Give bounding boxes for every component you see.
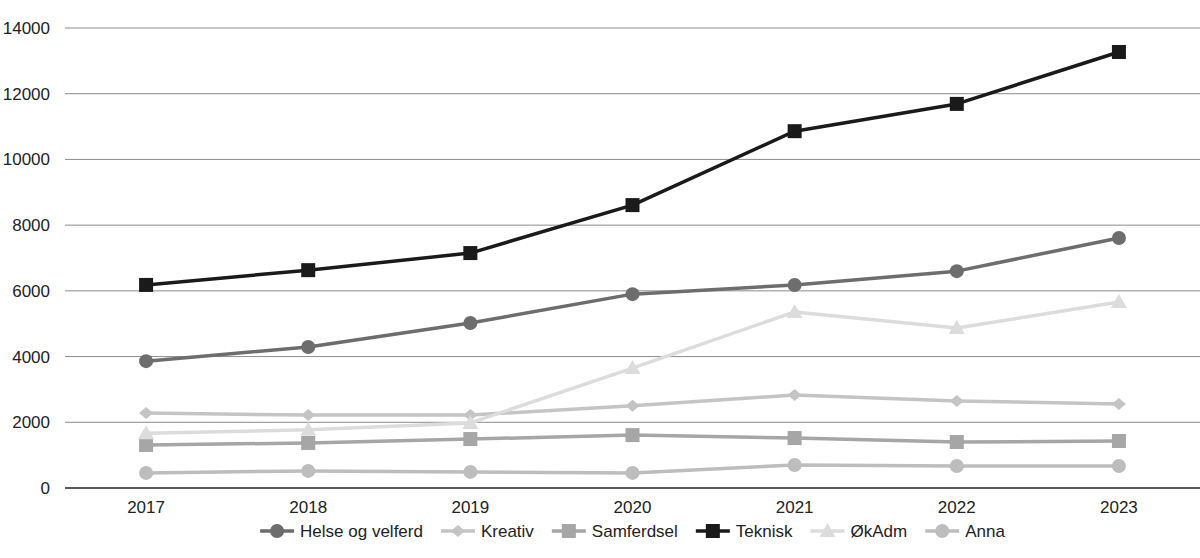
x-tick-label: 2018 [289, 498, 327, 517]
x-tick-label: 2021 [776, 498, 814, 517]
data-point [138, 425, 154, 439]
legend: Helse og velferd Kreativ Samferdsel Teknisk… [260, 522, 1005, 541]
legend-label: Helse og velferd [300, 522, 423, 541]
data-point [139, 354, 153, 368]
grid-line [65, 487, 1200, 489]
legend-item: Kreativ [441, 522, 534, 541]
legend-marker [820, 523, 836, 537]
data-point [625, 360, 641, 374]
plot-area [138, 45, 1127, 480]
y-tick-label: 8000 [12, 216, 50, 235]
x-tick-label: 2020 [614, 498, 652, 517]
legend-item: Anna [925, 522, 1005, 541]
data-point [139, 438, 153, 452]
data-point [788, 431, 802, 445]
data-point [950, 264, 964, 278]
x-tick-label: 2019 [451, 498, 489, 517]
grid-line [65, 93, 1200, 94]
data-point [950, 395, 964, 407]
x-tick-label: 2017 [127, 498, 165, 517]
data-point [788, 124, 802, 138]
data-point [301, 263, 315, 277]
data-point [301, 409, 315, 421]
grid-line [65, 422, 1200, 423]
data-point [788, 458, 802, 472]
legend-marker [562, 524, 576, 538]
series-line [146, 395, 1119, 415]
data-point [626, 428, 640, 442]
series-line [146, 238, 1119, 361]
y-tick-label: 2000 [12, 413, 50, 432]
data-point [1112, 45, 1126, 59]
y-tick-label: 12000 [3, 85, 50, 104]
data-point [1112, 459, 1126, 473]
data-point [626, 198, 640, 212]
data-point [1112, 231, 1126, 245]
data-point [300, 422, 316, 436]
series-line [146, 302, 1119, 433]
data-point [301, 340, 315, 354]
y-tick-label: 6000 [12, 282, 50, 301]
y-tick-label: 4000 [12, 348, 50, 367]
data-point [1112, 434, 1126, 448]
y-tick-label: 10000 [3, 150, 50, 169]
legend-marker [270, 524, 284, 538]
data-point [788, 278, 802, 292]
legend-item: ØkAdm [811, 522, 908, 541]
data-point [139, 407, 153, 419]
data-point [1111, 294, 1127, 308]
data-point [1112, 398, 1126, 410]
legend-item: Helse og velferd [260, 522, 423, 541]
chart: 0 2000 4000 6000 8000 10000 12000 14000 2017 2018… [0, 0, 1200, 558]
series-line [146, 52, 1119, 285]
data-point [950, 459, 964, 473]
x-tick-label: 2022 [938, 498, 976, 517]
data-point [950, 97, 964, 111]
data-point [463, 432, 477, 446]
data-point [787, 304, 803, 318]
grid-line [65, 356, 1200, 357]
grid-line [65, 225, 1200, 226]
grid-line [65, 28, 1200, 29]
x-tick-label: 2023 [1100, 498, 1138, 517]
data-point [301, 436, 315, 450]
data-point [462, 415, 478, 429]
data-point [139, 466, 153, 480]
data-point [463, 316, 477, 330]
legend-label: Kreativ [481, 522, 534, 541]
data-point [950, 435, 964, 449]
legend-marker [706, 524, 720, 538]
y-tick-label: 0 [41, 479, 50, 498]
legend-item: Samferdsel [552, 522, 678, 541]
data-point [463, 246, 477, 260]
data-point [301, 464, 315, 478]
data-point [788, 389, 802, 401]
legend-label: ØkAdm [851, 522, 908, 541]
data-point [626, 400, 640, 412]
y-tick-label: 14000 [3, 19, 50, 38]
data-point [626, 466, 640, 480]
legend-label: Samferdsel [592, 522, 678, 541]
legend-label: Anna [965, 522, 1005, 541]
data-point [949, 320, 965, 334]
legend-marker [935, 524, 949, 538]
legend-item: Teknisk [696, 522, 793, 541]
data-point [463, 465, 477, 479]
grid-line [65, 159, 1200, 160]
legend-label: Teknisk [736, 522, 793, 541]
y-axis [65, 28, 66, 488]
data-point [139, 278, 153, 292]
legend-marker [451, 525, 465, 537]
data-point [626, 287, 640, 301]
